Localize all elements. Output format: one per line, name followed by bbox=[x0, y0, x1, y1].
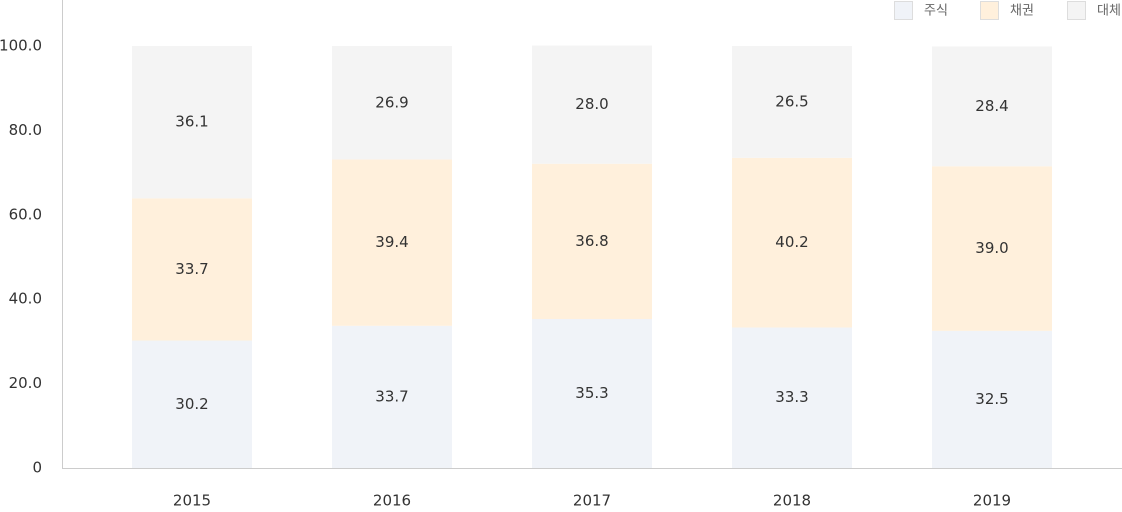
bar-segment-3 bbox=[532, 45, 652, 164]
x-tick-label: 2016 bbox=[373, 492, 411, 510]
data-label: 33.3 bbox=[775, 388, 808, 406]
y-tick-label: 0 bbox=[32, 459, 42, 477]
bar-segment-3 bbox=[332, 46, 452, 160]
legend-swatch bbox=[894, 1, 913, 20]
data-label: 35.3 bbox=[575, 384, 608, 402]
bar-segment-1 bbox=[532, 319, 652, 468]
y-tick-label: 80.0 bbox=[9, 121, 42, 139]
bar-segment-2 bbox=[732, 157, 852, 328]
data-label: 26.5 bbox=[775, 92, 808, 110]
bar-segment-1 bbox=[332, 325, 452, 468]
legend-swatch bbox=[1067, 1, 1086, 20]
data-label: 36.1 bbox=[175, 113, 208, 131]
chart-bars: 30.2 33.7 36.1 33.7 39.4 26.9 35.3 36.8 28.0 33.3… bbox=[132, 45, 1052, 468]
bar-segment-1 bbox=[132, 340, 252, 468]
data-label: 26.9 bbox=[375, 93, 408, 111]
x-tick-label: 2019 bbox=[973, 492, 1011, 510]
data-label: 39.0 bbox=[975, 239, 1008, 257]
data-label: 33.7 bbox=[175, 260, 208, 278]
bar-segment-2 bbox=[132, 198, 252, 341]
bar-segment-3 bbox=[932, 46, 1052, 167]
y-tick-label: 60.0 bbox=[9, 205, 42, 223]
legend-swatch bbox=[980, 1, 999, 20]
data-label: 32.5 bbox=[975, 390, 1008, 408]
data-label: 33.7 bbox=[375, 387, 408, 405]
y-tick-label: 40.0 bbox=[9, 290, 42, 308]
bar-segment-1 bbox=[732, 327, 852, 468]
data-label: 30.2 bbox=[175, 395, 208, 413]
data-label: 28.4 bbox=[975, 97, 1008, 115]
data-label: 36.8 bbox=[575, 232, 608, 250]
legend-label: 채권 bbox=[1010, 4, 1034, 19]
data-label: 28.0 bbox=[575, 95, 608, 113]
bar-segment-1 bbox=[932, 330, 1052, 468]
chart-legend: 주식 채권 대체 bbox=[894, 1, 1121, 20]
legend-label: 주식 bbox=[924, 4, 948, 19]
bar-segment-2 bbox=[532, 163, 652, 320]
data-label: 39.4 bbox=[375, 233, 408, 251]
bar-segment-3 bbox=[132, 46, 252, 199]
bar-segment-3 bbox=[732, 46, 852, 158]
x-tick-label: 2018 bbox=[773, 492, 811, 510]
legend-label: 대체 bbox=[1097, 4, 1121, 19]
y-tick-label: 20.0 bbox=[9, 374, 42, 392]
bar-segment-2 bbox=[332, 159, 452, 326]
x-tick-label: 2017 bbox=[573, 492, 611, 510]
x-tick-label: 2015 bbox=[173, 492, 211, 510]
data-label: 40.2 bbox=[775, 233, 808, 251]
y-tick-label: 100.0 bbox=[0, 37, 42, 55]
bar-segment-2 bbox=[932, 166, 1052, 331]
